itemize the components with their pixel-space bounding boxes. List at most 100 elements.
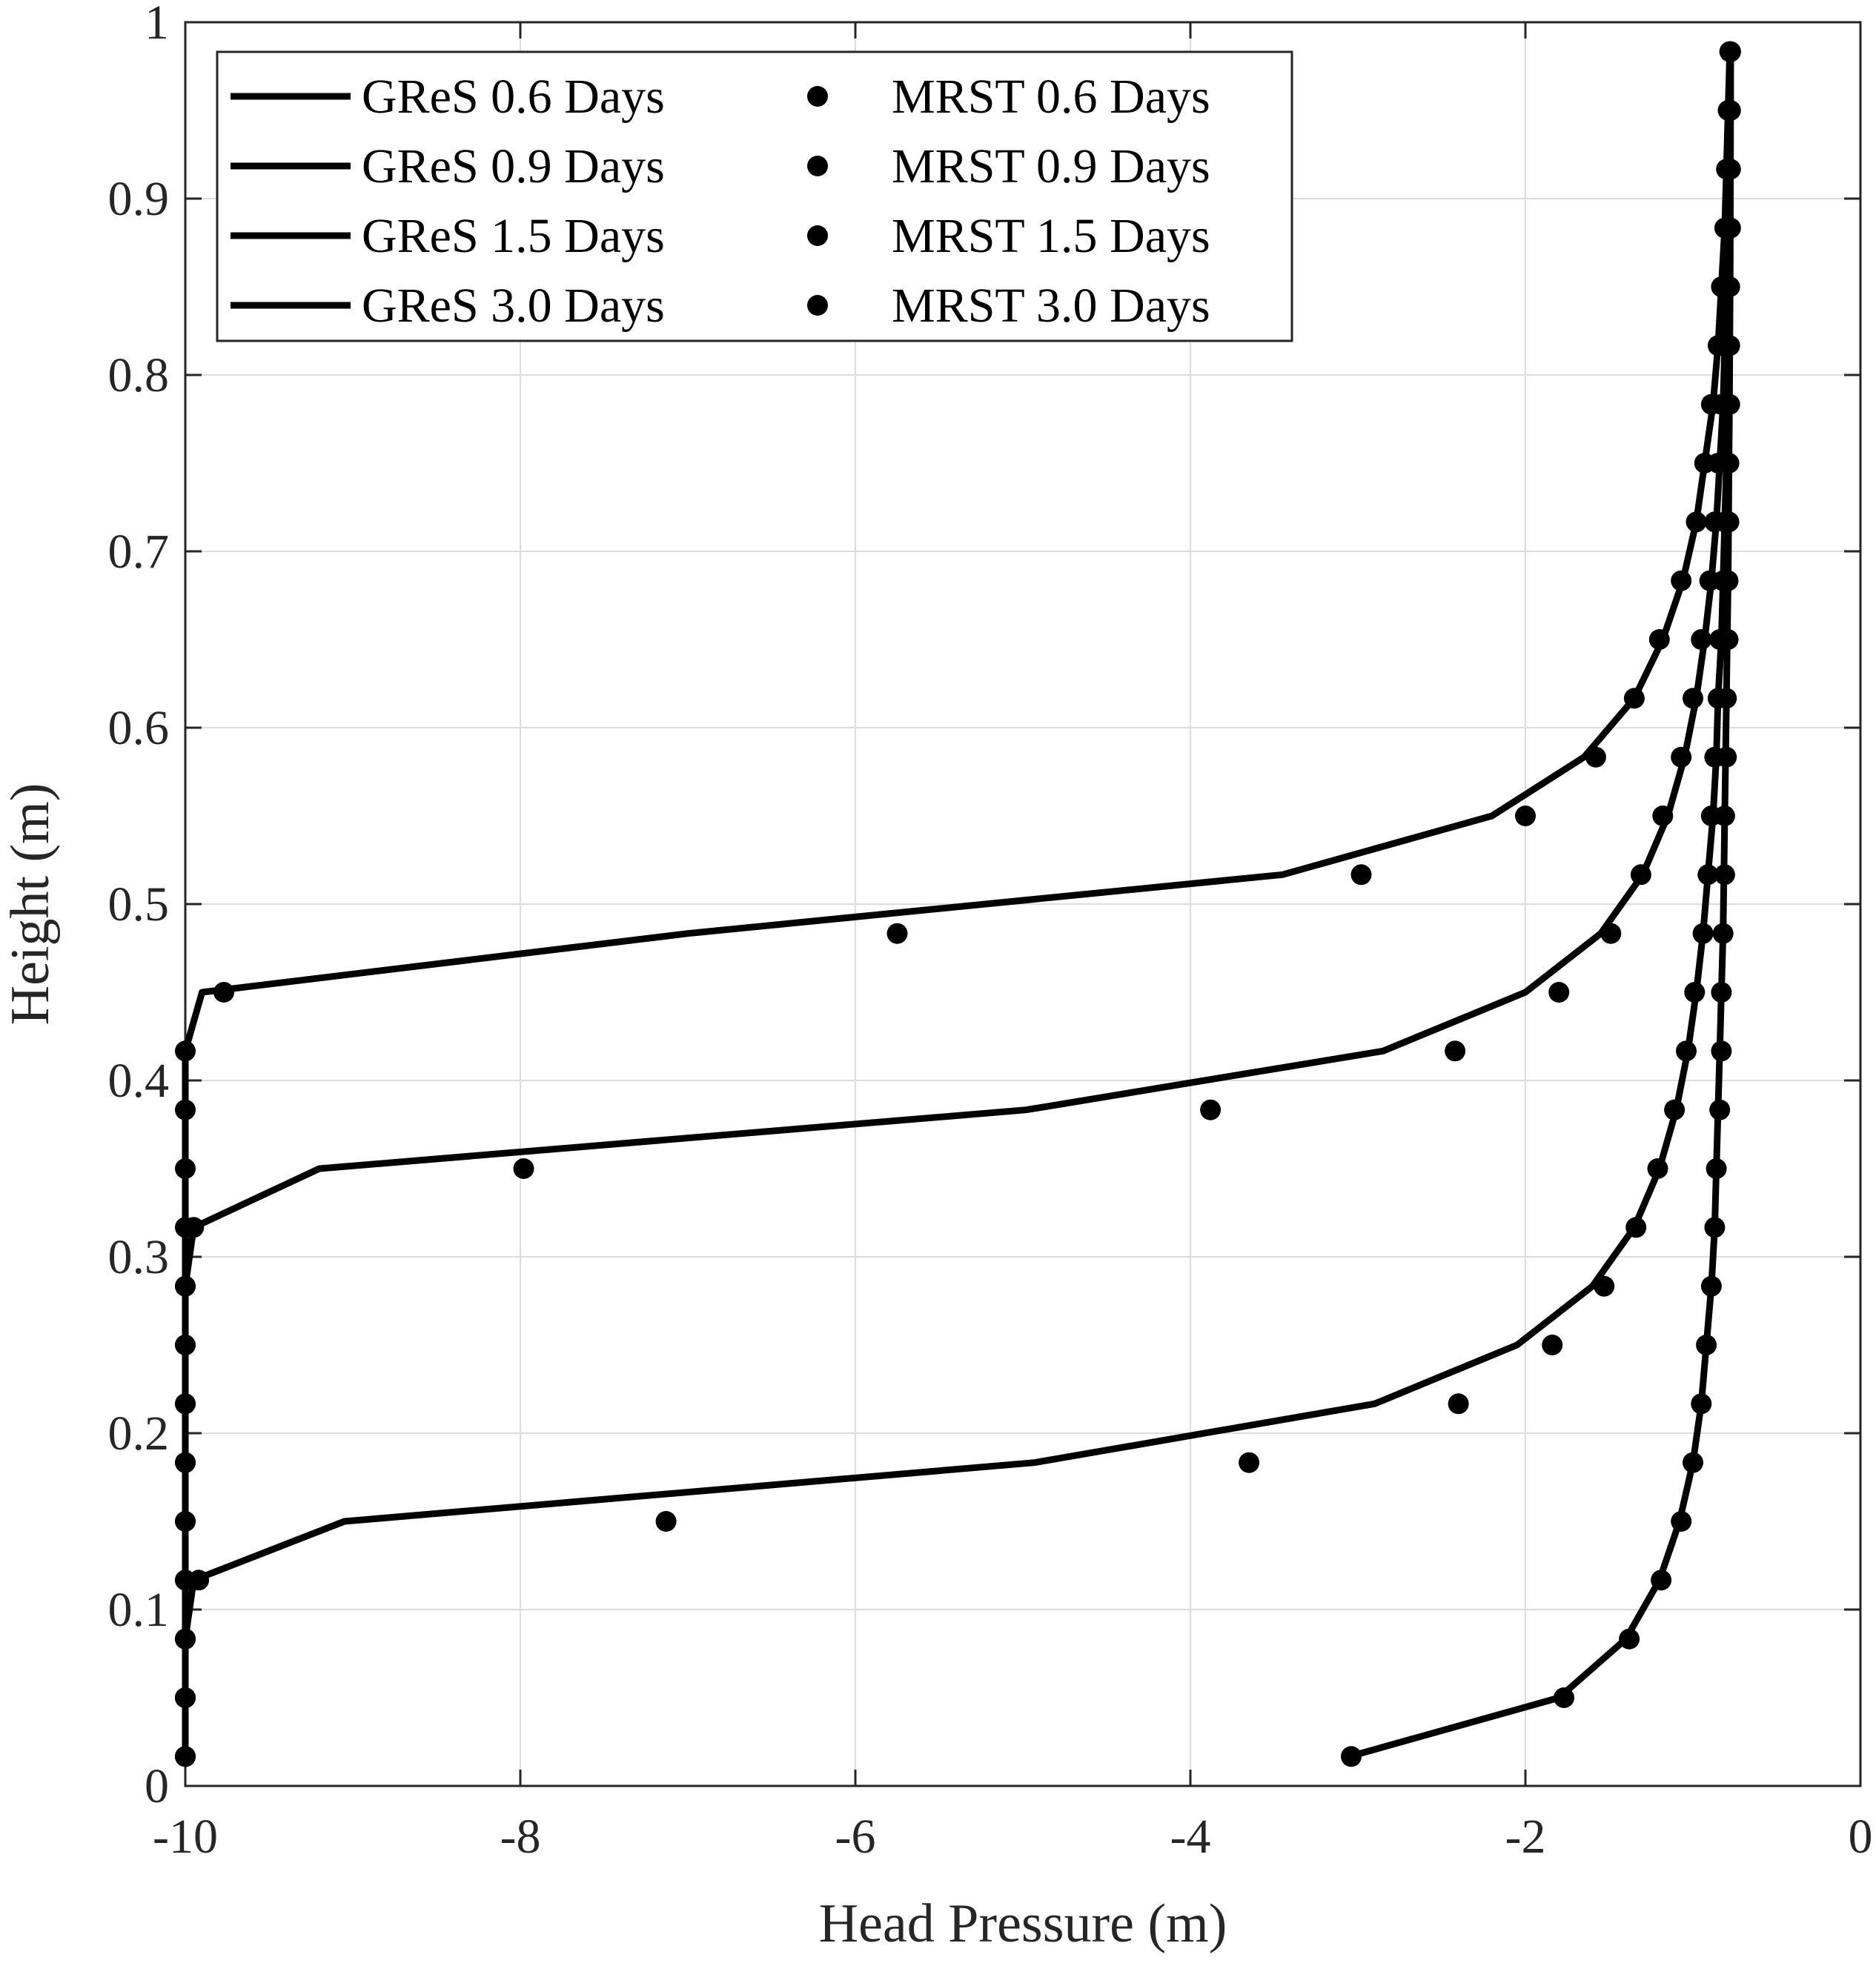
data-point (1706, 1158, 1727, 1179)
data-point (175, 1687, 196, 1708)
data-point (1671, 746, 1692, 768)
data-point (1718, 511, 1740, 533)
data-point (213, 982, 234, 1003)
legend-label: MRST 0.6 Days (892, 70, 1210, 124)
y-tick-label: 0.8 (108, 348, 170, 402)
data-point (1648, 629, 1670, 650)
data-point (513, 1158, 534, 1179)
data-point (1671, 1511, 1692, 1532)
y-tick-label: 1 (145, 0, 169, 50)
x-tick-label: -4 (1170, 1810, 1211, 1864)
y-tick-label: 0 (145, 1759, 169, 1813)
data-point (886, 923, 908, 944)
y-tick-label: 0.9 (108, 172, 170, 226)
legend-label: GReS 1.5 Days (362, 209, 665, 263)
data-point (1711, 982, 1732, 1003)
legend-label: MRST 3.0 Days (892, 279, 1210, 333)
data-point (1719, 276, 1740, 297)
data-point (1515, 806, 1536, 826)
x-tick-label: -2 (1505, 1810, 1546, 1864)
legend-box (216, 50, 1293, 342)
data-point (1709, 1099, 1731, 1120)
data-point (1720, 159, 1741, 180)
y-axis-title: Height (m) (0, 783, 61, 1026)
series-mrst-3-0-days (1341, 41, 1741, 1767)
data-point (175, 1511, 196, 1532)
data-point (1720, 41, 1741, 62)
data-point (1623, 688, 1645, 709)
x-axis-title: Head Pressure (m) (819, 1893, 1227, 1954)
data-point (1717, 570, 1739, 591)
y-tick-label: 0.4 (108, 1054, 170, 1108)
data-point (1542, 1335, 1563, 1355)
y-tick-label: 0.5 (108, 877, 170, 931)
data-point (188, 1570, 210, 1591)
data-point (1683, 1452, 1703, 1473)
data-point (1239, 1452, 1260, 1473)
legend-label: MRST 0.9 Days (892, 139, 1210, 193)
data-point (1720, 217, 1741, 239)
data-point (1600, 923, 1622, 944)
data-point (1714, 864, 1735, 886)
data-point (175, 1275, 196, 1297)
data-point (1720, 100, 1741, 121)
data-point (1714, 806, 1735, 826)
data-point (1594, 1275, 1615, 1297)
data-point (1716, 688, 1737, 709)
data-point (1717, 629, 1739, 650)
data-point (1664, 1099, 1686, 1120)
y-tick-label: 0.3 (108, 1230, 170, 1284)
data-point (1350, 864, 1372, 886)
x-tick-label: 0 (1849, 1810, 1873, 1864)
data-point (655, 1511, 677, 1532)
x-tick-label: -6 (835, 1810, 876, 1864)
y-tick-label: 0.6 (108, 701, 170, 755)
data-point (1683, 688, 1703, 709)
data-point (175, 1158, 196, 1179)
data-point (1448, 1393, 1469, 1415)
data-point (1554, 1687, 1574, 1708)
legend-label: GReS 0.6 Days (362, 70, 665, 124)
data-point (1697, 864, 1719, 886)
data-point (1718, 453, 1740, 474)
data-point (1341, 1746, 1362, 1767)
data-point (1585, 746, 1606, 768)
data-point (175, 1628, 196, 1650)
legend-dot-marker (807, 156, 828, 176)
data-point (1691, 1393, 1712, 1415)
series-group (175, 41, 1741, 1767)
data-point (1719, 393, 1740, 415)
data-point (1684, 982, 1706, 1003)
data-point (175, 1099, 196, 1120)
data-point (1647, 1158, 1668, 1179)
data-point (183, 1217, 205, 1238)
legend-label: MRST 1.5 Days (892, 209, 1210, 263)
legend-dot-marker (807, 225, 828, 246)
data-point (1619, 1628, 1640, 1650)
data-point (1700, 1275, 1722, 1297)
data-point (1686, 511, 1707, 533)
data-point (1676, 1040, 1697, 1062)
y-tick-label: 0.2 (108, 1407, 170, 1461)
data-point (1651, 1570, 1672, 1591)
data-point (1671, 570, 1692, 591)
x-tick-label: -10 (153, 1810, 218, 1864)
data-point (1548, 982, 1570, 1003)
y-tick-label: 0.1 (108, 1583, 170, 1637)
data-point (1630, 864, 1651, 886)
data-point (175, 1393, 196, 1415)
legend-dot-marker (807, 86, 828, 107)
data-point (175, 1746, 196, 1767)
data-point (1712, 923, 1734, 944)
data-point (175, 1335, 196, 1355)
data-point (175, 1040, 196, 1062)
data-point (1716, 746, 1737, 768)
x-tick-label: -8 (500, 1810, 541, 1864)
legend: GReS 0.6 Days GReS 0.9 Days GReS 1.5 Days G… (216, 50, 1293, 342)
legend-dot-marker (807, 295, 828, 316)
data-point (1696, 1335, 1717, 1355)
data-point (1691, 629, 1712, 650)
ticks: -10 -8 -6 -4 -2 0 0 0.1 0.2 0.3 0.4 0.5 0.6 0.7 0.8 0.9… (108, 0, 1873, 1864)
data-point (1652, 806, 1674, 826)
